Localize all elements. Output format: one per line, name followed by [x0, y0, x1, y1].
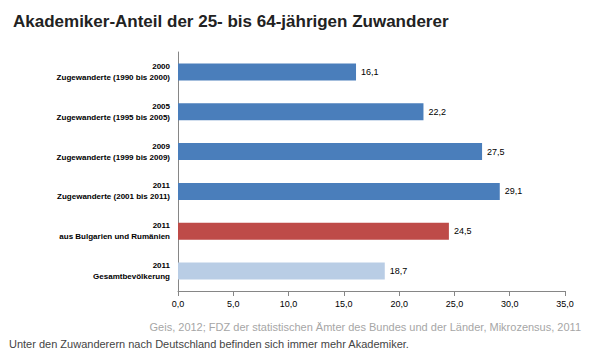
svg-text:2011: 2011 [153, 181, 171, 190]
svg-text:Geis, 2012; FDZ der statistisc: Geis, 2012; FDZ der statistischen Ämter … [150, 321, 581, 333]
svg-text:35,0: 35,0 [556, 299, 574, 309]
svg-text:Akademiker-Anteil der 25- bis: Akademiker-Anteil der 25- bis 64-jährige… [13, 12, 449, 31]
svg-text:aus Bulgarien und Rumänien: aus Bulgarien und Rumänien [59, 232, 170, 241]
svg-text:16,1: 16,1 [361, 67, 379, 77]
svg-text:2011: 2011 [153, 261, 171, 270]
svg-text:24,5: 24,5 [454, 226, 472, 236]
svg-text:20,0: 20,0 [390, 299, 408, 309]
svg-text:29,1: 29,1 [505, 186, 523, 196]
svg-text:Zugewanderte (2001 bis 2011): Zugewanderte (2001 bis 2011) [57, 192, 170, 201]
svg-text:18,7: 18,7 [390, 266, 408, 276]
svg-text:15,0: 15,0 [335, 299, 353, 309]
svg-text:10,0: 10,0 [280, 299, 298, 309]
svg-text:2009: 2009 [152, 142, 170, 151]
svg-text:2000: 2000 [152, 62, 170, 71]
svg-text:22,2: 22,2 [428, 107, 446, 117]
svg-text:Zugewanderte (1995 bis 2005): Zugewanderte (1995 bis 2005) [57, 113, 171, 122]
svg-text:2005: 2005 [152, 102, 170, 111]
svg-text:5,0: 5,0 [227, 299, 240, 309]
svg-text:27,5: 27,5 [487, 147, 505, 157]
svg-text:25,0: 25,0 [446, 299, 464, 309]
svg-text:Gesamtbevölkerung: Gesamtbevölkerung [93, 272, 170, 281]
svg-text:0,0: 0,0 [172, 299, 185, 309]
svg-text:30,0: 30,0 [501, 299, 519, 309]
svg-text:Zugewanderte (1990 bis 2000): Zugewanderte (1990 bis 2000) [57, 73, 171, 82]
svg-text:Zugewanderte (1999 bis 2009): Zugewanderte (1999 bis 2009) [57, 153, 171, 162]
svg-text:Unter den Zuwanderern nach Deu: Unter den Zuwanderern nach Deutschland b… [9, 338, 409, 350]
svg-text:2011: 2011 [153, 221, 171, 230]
